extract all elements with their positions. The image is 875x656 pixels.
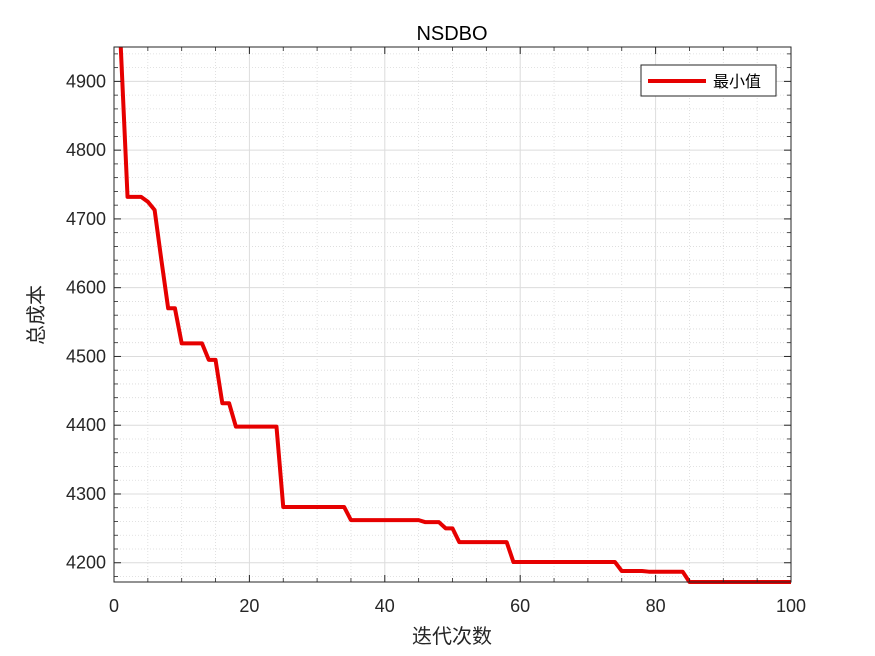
y-tick-labels: 4200 4300 4400 4500 4600 4700 4800 4900	[66, 71, 106, 572]
x-tick-label: 0	[109, 596, 119, 616]
y-axis-label: 总成本	[24, 285, 48, 345]
x-tick-label: 80	[646, 596, 666, 616]
x-tick-label: 100	[776, 596, 806, 616]
y-tick-label: 4700	[66, 209, 106, 229]
y-tick-label: 4800	[66, 140, 106, 160]
x-tick-label: 40	[375, 596, 395, 616]
x-axis-label: 迭代次数	[412, 624, 492, 648]
series-layer	[118, 46, 791, 584]
x-tick-labels: 0 20 40 60 80 100	[109, 596, 806, 616]
x-tick-label: 60	[510, 596, 530, 616]
legend-label: 最小值	[713, 72, 761, 91]
y-tick-label: 4300	[66, 484, 106, 504]
y-tick-label: 4400	[66, 415, 106, 435]
y-tick-label: 4200	[66, 553, 106, 573]
y-tick-label: 4500	[66, 346, 106, 366]
y-tick-label: 4900	[66, 71, 106, 91]
x-tick-label: 20	[239, 596, 259, 616]
series-line	[118, 46, 791, 584]
legend: 最小值	[640, 64, 777, 97]
y-tick-label: 4600	[66, 278, 106, 298]
chart-title: NSDBO	[416, 23, 487, 45]
tick-marks	[113, 47, 792, 582]
